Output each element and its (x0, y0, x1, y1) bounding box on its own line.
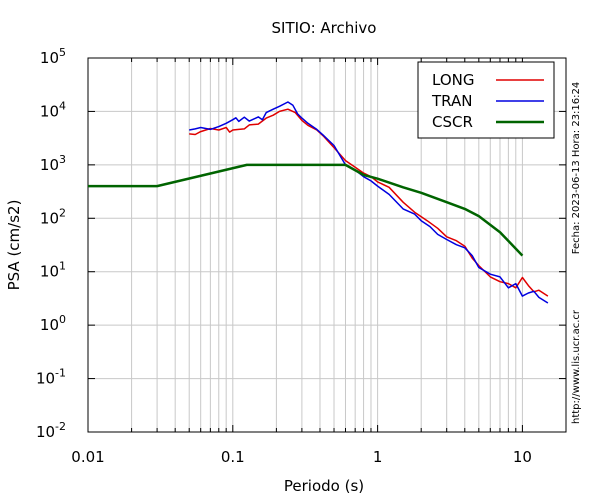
y-tick-exponent: 4 (59, 99, 66, 112)
legend-box (417, 61, 555, 139)
x-tick-label: 10 (513, 448, 532, 466)
y-tick-exponent: 3 (59, 153, 66, 166)
series-lines (88, 101, 549, 304)
series-line-cscr (88, 163, 524, 257)
y-tick-exponent: -2 (55, 420, 66, 433)
plot-frame (87, 57, 567, 433)
legend: LONG TRAN CSCR (417, 61, 555, 139)
series-line-long (189, 108, 549, 297)
y-tick-label: 104 (40, 99, 66, 120)
y-tick-exponent: 1 (59, 260, 66, 273)
legend-label-tran: TRAN (431, 92, 472, 110)
y-tick-exponent: -1 (55, 367, 66, 380)
y-tick-base: 10 (40, 102, 59, 120)
y-tick-exponent: 5 (59, 46, 66, 59)
y-tick-label: 100 (40, 313, 66, 334)
y-axis-label: PSA (cm/s2) (5, 200, 23, 291)
y-tick-exponent: 2 (59, 206, 66, 219)
legend-label-long: LONG (432, 71, 474, 89)
y-tick-base: 10 (40, 263, 59, 281)
y-tick-base: 10 (36, 423, 55, 441)
y-tick-base: 10 (40, 209, 59, 227)
y-tick-label: 102 (40, 206, 66, 227)
y-tick-base: 10 (40, 156, 59, 174)
source-url-label: http://www.lis.ucr.ac.cr (571, 309, 582, 424)
y-tick-base: 10 (40, 316, 59, 334)
y-tick-label: 10-1 (36, 367, 66, 388)
y-tick-base: 10 (36, 370, 55, 388)
y-tick-label: 105 (40, 46, 66, 67)
y-tick-exponent: 0 (59, 313, 66, 326)
x-axis-label: Periodo (s) (284, 477, 364, 495)
x-tick-label: 0.1 (221, 448, 245, 466)
y-tick-label: 10-2 (36, 420, 66, 441)
legend-label-cscr: CSCR (432, 113, 473, 131)
y-tick-label: 103 (40, 153, 66, 174)
date-time-label: Fecha: 2023-06-13 Hora: 23:16:24 (571, 82, 582, 255)
y-tick-label: 101 (40, 260, 66, 281)
x-tick-label: 1 (373, 448, 383, 466)
y-tick-base: 10 (40, 49, 59, 67)
chart-title: SITIO: Archivo (272, 19, 377, 37)
x-tick-label: 0.01 (71, 448, 104, 466)
